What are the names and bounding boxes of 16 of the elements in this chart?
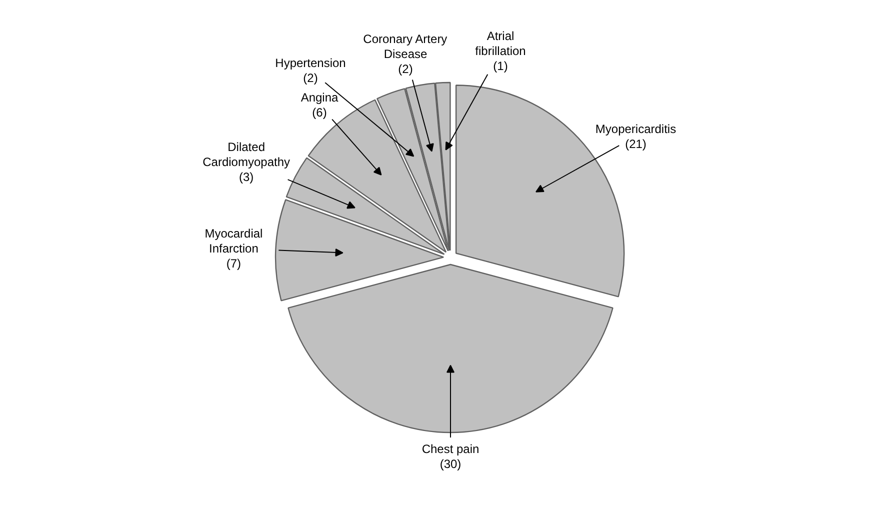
data-label: (2) (398, 62, 413, 76)
slice-label: Hypertension (275, 56, 346, 70)
data-label: (6) (312, 106, 327, 120)
slice-label: Angina (300, 90, 339, 105)
slice-label: Dilated Cardiomyopathy (202, 140, 290, 170)
data-label: (7) (226, 256, 242, 270)
slice-label: Myopericarditis (595, 122, 676, 136)
slice-label: Coronary Artery Disease (363, 32, 448, 62)
data-label: (2) (303, 71, 318, 85)
slice-label: Atrial fibrillation (475, 29, 526, 58)
data-label: (3) (238, 170, 254, 184)
data-label: (30) (440, 457, 462, 471)
data-label: (1) (493, 59, 508, 74)
data-label: (21) (625, 136, 646, 151)
slice-label: Myocardial Infarction (204, 226, 263, 256)
slice-label: Chest pain (422, 442, 480, 456)
